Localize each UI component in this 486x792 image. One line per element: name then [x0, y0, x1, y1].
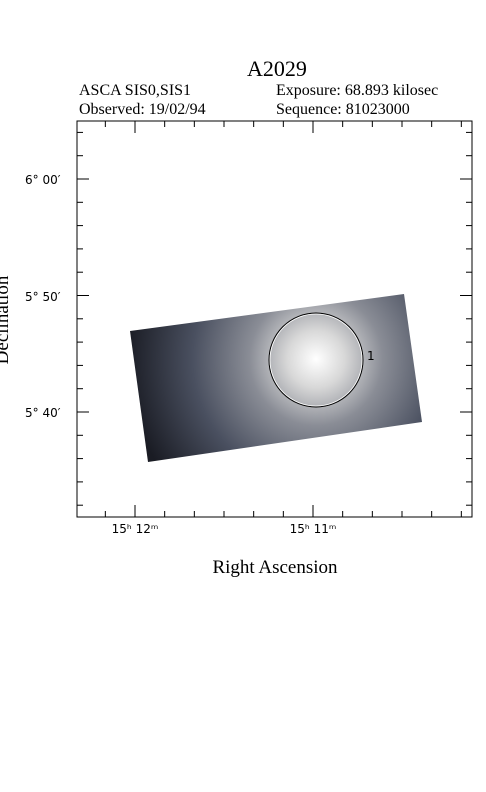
y-tick-label: 5° 40′ — [25, 406, 61, 420]
x-axis-label: Right Ascension — [212, 557, 338, 578]
sequence: Sequence: 81023000 — [276, 101, 410, 118]
y-tick-label: 5° 50′ — [25, 290, 61, 304]
instrument: ASCA SIS0,SIS1 — [79, 82, 191, 99]
title: A2029 — [247, 56, 307, 81]
region-label: 1 — [367, 349, 375, 363]
sky-image — [130, 294, 422, 462]
region-circle — [268, 312, 364, 408]
tick-marks — [77, 121, 472, 517]
y-tick-label: 6° 00′ — [25, 173, 61, 187]
region-circle-inner — [269, 313, 363, 407]
x-tick-label: 15ʰ 12ᵐ — [112, 522, 159, 536]
exposure: Exposure: 68.893 kilosec — [276, 82, 438, 99]
y-axis-label: Declination — [0, 275, 13, 364]
observed: Observed: 19/02/94 — [79, 101, 206, 118]
x-tick-label: 15ʰ 11ᵐ — [290, 522, 337, 536]
